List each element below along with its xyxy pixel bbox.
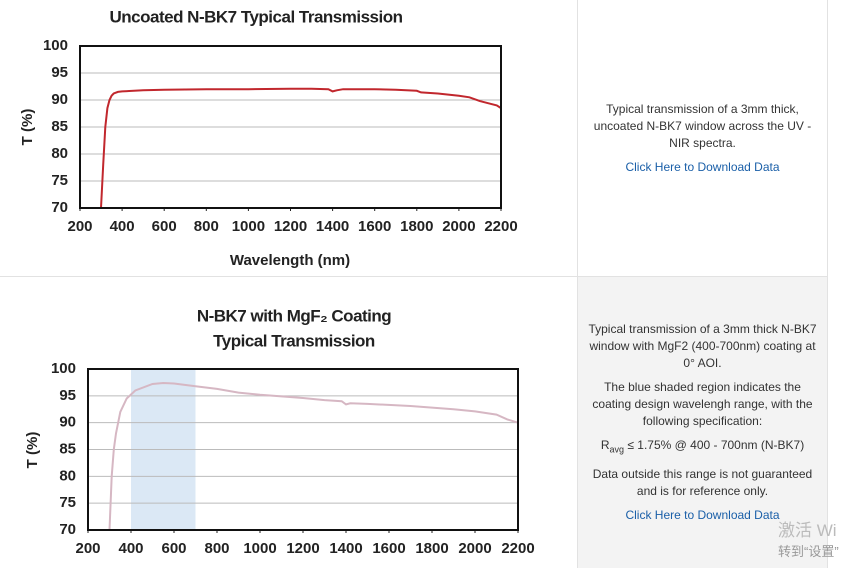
y-tick-label: 75 bbox=[59, 494, 76, 511]
spec-text: ≤ 1.75% @ 400 - 700nm (N-BK7) bbox=[627, 438, 805, 453]
download-link[interactable]: Click Here to Download Data bbox=[625, 507, 780, 522]
separator bbox=[0, 276, 828, 277]
x-tick-label: 400 bbox=[118, 540, 143, 557]
x-tick-label: 600 bbox=[152, 218, 177, 235]
y-tick-label: 90 bbox=[59, 414, 76, 431]
y-tick-label: 95 bbox=[59, 387, 76, 404]
y-tick-label: 70 bbox=[51, 199, 68, 216]
x-tick-label: 2200 bbox=[484, 218, 517, 235]
chart-title: N-BK7 with MgF₂ Coating bbox=[197, 306, 391, 325]
x-tick-label: 2200 bbox=[501, 540, 534, 557]
x-tick-label: 1600 bbox=[358, 218, 391, 235]
charts: Uncoated N-BK7 Typical Transmission 70 75 8… bbox=[19, 7, 535, 557]
y-tick-label: 70 bbox=[59, 521, 76, 538]
description-panel: Typical transmission of a 3mm thick N-BK… bbox=[577, 277, 828, 568]
y-tick-label: 85 bbox=[51, 118, 68, 135]
x-axis-label: Wavelength (nm) bbox=[230, 252, 350, 269]
description: Typical transmission of a 3mm thick, unc… bbox=[593, 101, 812, 150]
x-tick-label: 200 bbox=[67, 218, 92, 235]
x-tick-label: 1600 bbox=[372, 540, 405, 557]
description: The blue shaded region indicates the coa… bbox=[592, 380, 813, 429]
y-tick-label: 95 bbox=[51, 64, 68, 81]
x-tick-label: 600 bbox=[161, 540, 186, 557]
y-tick-label: 75 bbox=[51, 172, 68, 189]
plot-frame bbox=[79, 45, 502, 209]
plot-frame bbox=[87, 368, 519, 531]
y-tick-label: 100 bbox=[51, 360, 76, 377]
x-tick-label: 200 bbox=[75, 540, 100, 557]
y-tick-label: 100 bbox=[43, 37, 68, 54]
x-tick-label: 1800 bbox=[415, 540, 448, 557]
data-line bbox=[108, 381, 519, 531]
y-tick-label: 85 bbox=[59, 440, 76, 457]
x-tick-label: 2000 bbox=[458, 540, 491, 557]
x-tick-label: 1200 bbox=[274, 218, 307, 235]
y-tick-label: 80 bbox=[59, 467, 76, 484]
x-tick-label: 1000 bbox=[232, 218, 265, 235]
x-tick-label: 400 bbox=[110, 218, 135, 235]
description-panel: Typical transmission of a 3mm thick, unc… bbox=[577, 0, 828, 276]
x-tick-label: 1400 bbox=[316, 218, 349, 235]
x-tick-label: 2000 bbox=[442, 218, 475, 235]
description: Typical transmission of a 3mm thick N-BK… bbox=[588, 322, 817, 371]
chart-title: Typical Transmission bbox=[213, 331, 375, 350]
watermark: 激活 Wi bbox=[778, 521, 837, 540]
y-axis-label: T (%) bbox=[24, 432, 41, 469]
x-tick-label: 1200 bbox=[286, 540, 319, 557]
x-tick-label: 1000 bbox=[243, 540, 276, 557]
x-tick-label: 800 bbox=[194, 218, 219, 235]
watermark: 转到“设置” bbox=[778, 544, 839, 559]
data-line bbox=[100, 87, 502, 209]
spec-subscript: avg bbox=[609, 444, 624, 455]
spec-symbol: R bbox=[600, 438, 610, 453]
specification: Ravg ≤ 1.75% @ 400 - 700nm (N-BK7) bbox=[601, 437, 804, 458]
x-tick-label: 1800 bbox=[400, 218, 433, 235]
y-axis-label: T (%) bbox=[19, 109, 36, 146]
y-tick-label: 80 bbox=[51, 145, 68, 162]
note: Data outside this range is not guarantee… bbox=[592, 466, 813, 498]
y-tick-label: 90 bbox=[51, 91, 68, 108]
download-link[interactable]: Click Here to Download Data bbox=[625, 159, 780, 174]
x-tick-label: 800 bbox=[204, 540, 229, 557]
x-tick-label: 1400 bbox=[329, 540, 362, 557]
chart-title: Uncoated N-BK7 Typical Transmission bbox=[110, 7, 403, 26]
